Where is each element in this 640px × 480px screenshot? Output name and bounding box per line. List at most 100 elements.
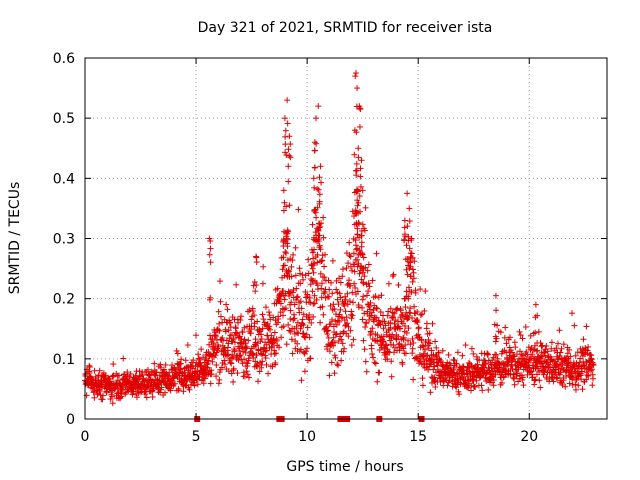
data-point	[390, 271, 397, 278]
data-point	[318, 179, 325, 186]
data-point	[395, 333, 402, 340]
data-point	[241, 324, 248, 331]
data-point	[134, 376, 141, 383]
data-point	[284, 120, 291, 127]
data-point	[337, 330, 344, 337]
data-point	[280, 207, 287, 214]
data-point	[309, 265, 316, 272]
data-point	[354, 231, 361, 238]
data-point	[217, 298, 224, 305]
data-point	[302, 348, 309, 355]
data-point	[444, 359, 451, 366]
data-point	[326, 372, 333, 379]
data-point	[317, 163, 324, 170]
data-point	[569, 381, 576, 388]
data-point	[523, 348, 530, 355]
data-point	[396, 347, 403, 354]
data-point	[383, 352, 390, 359]
data-point	[479, 387, 486, 394]
data-point	[465, 384, 472, 391]
data-point	[346, 298, 353, 305]
data-point	[501, 334, 508, 341]
data-point	[401, 224, 408, 231]
data-point	[225, 340, 232, 347]
data-point	[333, 277, 340, 284]
data-point	[282, 248, 289, 255]
data-point	[431, 363, 438, 370]
data-point	[350, 250, 357, 257]
data-point	[194, 381, 201, 388]
data-point	[590, 362, 597, 369]
data-point	[309, 249, 316, 256]
data-point	[492, 371, 499, 378]
data-point	[537, 384, 544, 391]
data-point	[228, 360, 235, 367]
data-point	[339, 273, 346, 280]
data-point	[490, 382, 497, 389]
data-point	[392, 317, 399, 324]
data-point	[198, 346, 205, 353]
data-point	[206, 235, 213, 242]
data-point	[86, 362, 93, 369]
data-point	[410, 376, 417, 383]
data-point	[290, 316, 297, 323]
data-point	[353, 160, 360, 167]
data-point	[406, 218, 413, 225]
data-point	[282, 127, 289, 134]
data-point	[369, 351, 376, 358]
data-point	[325, 327, 332, 334]
data-point	[388, 373, 395, 380]
data-point	[280, 312, 287, 319]
data-point	[572, 381, 579, 388]
data-point	[581, 365, 588, 372]
data-point	[223, 301, 230, 308]
data-point	[365, 261, 372, 268]
data-point	[354, 245, 361, 252]
data-point	[409, 278, 416, 285]
data-point	[208, 371, 215, 378]
data-point	[360, 254, 367, 261]
data-point	[454, 349, 461, 356]
data-point	[307, 281, 314, 288]
data-point	[300, 330, 307, 337]
x-tick-label: 10	[298, 429, 316, 445]
data-point	[418, 337, 425, 344]
data-point	[240, 369, 247, 376]
data-point	[429, 320, 436, 327]
data-point	[305, 299, 312, 306]
data-point	[435, 349, 442, 356]
data-point	[204, 360, 211, 367]
data-point	[462, 342, 469, 349]
data-point	[261, 319, 268, 326]
data-point	[351, 151, 358, 158]
data-point	[217, 278, 224, 285]
data-point	[250, 282, 257, 289]
data-point	[205, 357, 212, 364]
x-tick-label: 15	[409, 429, 427, 445]
data-point	[196, 356, 203, 363]
data-point	[227, 319, 234, 326]
data-point	[82, 371, 89, 378]
data-point	[346, 277, 353, 284]
data-point	[184, 342, 191, 349]
data-point	[579, 345, 586, 352]
data-point	[404, 271, 411, 278]
data-point	[426, 330, 433, 337]
data-point	[311, 206, 318, 213]
data-point	[425, 366, 432, 373]
data-point	[200, 380, 207, 387]
data-point	[589, 382, 596, 389]
data-point	[539, 353, 546, 360]
data-point	[385, 308, 392, 315]
data-point	[347, 253, 354, 260]
data-point	[284, 227, 291, 234]
data-point	[277, 300, 284, 307]
data-point	[304, 345, 311, 352]
data-point	[289, 350, 296, 357]
data-point	[293, 294, 300, 301]
data-point	[316, 200, 323, 207]
data-point	[120, 355, 127, 362]
data-point	[402, 233, 409, 240]
data-point	[492, 292, 499, 299]
data-point	[328, 316, 335, 323]
